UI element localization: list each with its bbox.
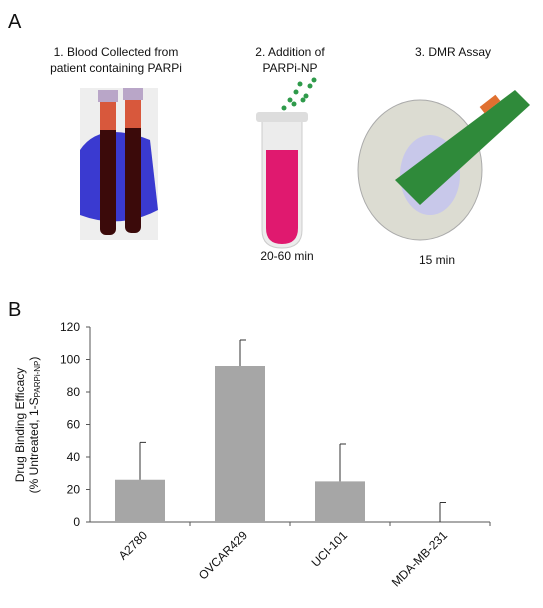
y-tick-label: 0 (73, 515, 80, 529)
y-tick-label: 120 (60, 320, 80, 334)
step-time: 15 min (419, 253, 455, 267)
bar (215, 366, 265, 522)
y-axis-label: ) (27, 357, 41, 361)
y-axis-label: (% Untreated, 1-SPARPi-NP) (27, 357, 42, 494)
figure: A 1. Blood Collected from patient contai… (0, 0, 543, 608)
step-time: 20-60 min (260, 249, 313, 263)
step-text: 2. Addition of (255, 45, 325, 59)
step-text: PARPi-NP (262, 61, 317, 75)
step-text: 1. Blood Collected from (54, 45, 179, 59)
x-tick-label: MDA-MB-231 (389, 528, 451, 590)
step-text: patient containing PARPi (50, 61, 182, 75)
y-axis-label: (% Untreated, 1-S (27, 397, 41, 493)
x-tick-label: UCI-101 (309, 528, 351, 570)
panel-label: B (8, 299, 21, 321)
x-tick-label: OVCAR429 (196, 528, 250, 582)
test-tube (256, 78, 317, 249)
y-tick-label: 40 (67, 450, 81, 464)
y-tick-label: 100 (60, 353, 80, 367)
step-text: 3. DMR Assay (415, 45, 491, 59)
bar (115, 480, 165, 522)
bar (315, 481, 365, 522)
panel-label: A (8, 11, 22, 33)
y-axis-label: Drug Binding Efficacy (13, 368, 27, 483)
dmr-device (358, 90, 530, 240)
y-axis-label: PARPi-NP (33, 361, 42, 398)
y-tick-label: 80 (67, 385, 81, 399)
y-tick-label: 60 (67, 418, 81, 432)
x-tick-label: A2780 (116, 528, 151, 563)
blood-photo (80, 88, 158, 240)
y-tick-label: 20 (67, 483, 81, 497)
